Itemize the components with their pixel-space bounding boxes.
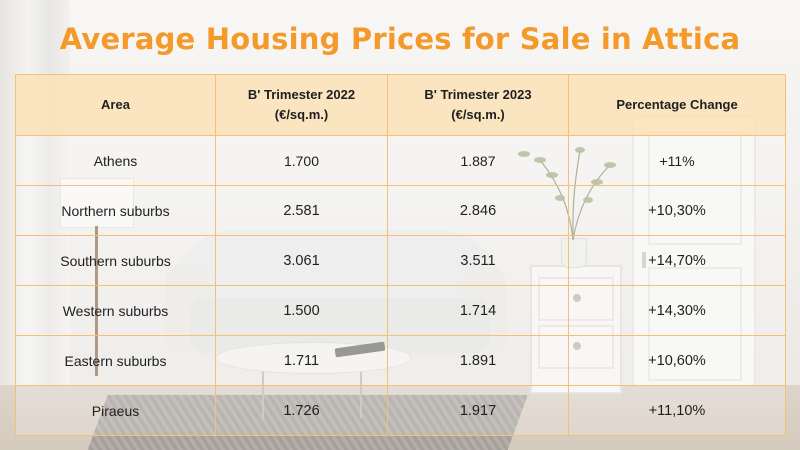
table-row: Southern suburbs 3.061 3.511 +14,70%: [15, 235, 786, 286]
cell-price-2023: 1.714: [387, 285, 569, 336]
cell-change: +14,30%: [568, 285, 786, 336]
cell-price-2022: 1.726: [215, 385, 388, 436]
cell-change: +11,10%: [568, 385, 786, 436]
header-2023-unit: (€/sq.m.): [451, 107, 505, 122]
table-header-row: Area B' Trimester 2022 (€/sq.m.) B' Trim…: [15, 74, 786, 136]
cell-price-2023: 1.891: [387, 335, 569, 386]
table-row: Athens 1.700 1.887 +11%: [15, 135, 786, 186]
header-2022-label: B' Trimester 2022: [247, 87, 356, 102]
header-2022: B' Trimester 2022 (€/sq.m.): [215, 74, 388, 136]
table-row: Northern suburbs 2.581 2.846 +10,30%: [15, 185, 786, 236]
header-change-label: Percentage Change: [616, 97, 738, 112]
table-row: Piraeus 1.726 1.917 +11,10%: [15, 385, 786, 436]
cell-area: Eastern suburbs: [15, 335, 216, 386]
header-2022-unit: (€/sq.m.): [274, 107, 329, 122]
cell-area: Northern suburbs: [15, 185, 216, 236]
header-2023: B' Trimester 2023 (€/sq.m.): [387, 74, 569, 136]
header-area: Area: [15, 74, 216, 136]
cell-price-2022: 1.711: [215, 335, 388, 386]
cell-price-2022: 1.700: [215, 135, 388, 186]
cell-price-2022: 3.061: [215, 235, 388, 286]
cell-price-2023: 2.846: [387, 185, 569, 236]
header-area-label: Area: [101, 97, 130, 112]
cell-price-2023: 1.887: [387, 135, 569, 186]
cell-price-2023: 3.511: [387, 235, 569, 286]
table-row: Western suburbs 1.500 1.714 +14,30%: [15, 285, 786, 336]
cell-price-2023: 1.917: [387, 385, 569, 436]
cell-price-2022: 1.500: [215, 285, 388, 336]
table-row: Eastern suburbs 1.711 1.891 +10,60%: [15, 335, 786, 386]
cell-change: +10,30%: [568, 185, 786, 236]
cell-area: Piraeus: [15, 385, 216, 436]
cell-area: Southern suburbs: [15, 235, 216, 286]
header-change: Percentage Change: [568, 74, 786, 136]
housing-prices-table: Area B' Trimester 2022 (€/sq.m.) B' Trim…: [15, 74, 786, 436]
page-title: Average Housing Prices for Sale in Attic…: [59, 22, 741, 56]
cell-change: +11%: [568, 135, 786, 186]
cell-price-2022: 2.581: [215, 185, 388, 236]
cell-area: Western suburbs: [15, 285, 216, 336]
header-2023-label: B' Trimester 2023: [424, 87, 532, 102]
cell-area: Athens: [15, 135, 216, 186]
cell-change: +14,70%: [568, 235, 786, 286]
cell-change: +10,60%: [568, 335, 786, 386]
